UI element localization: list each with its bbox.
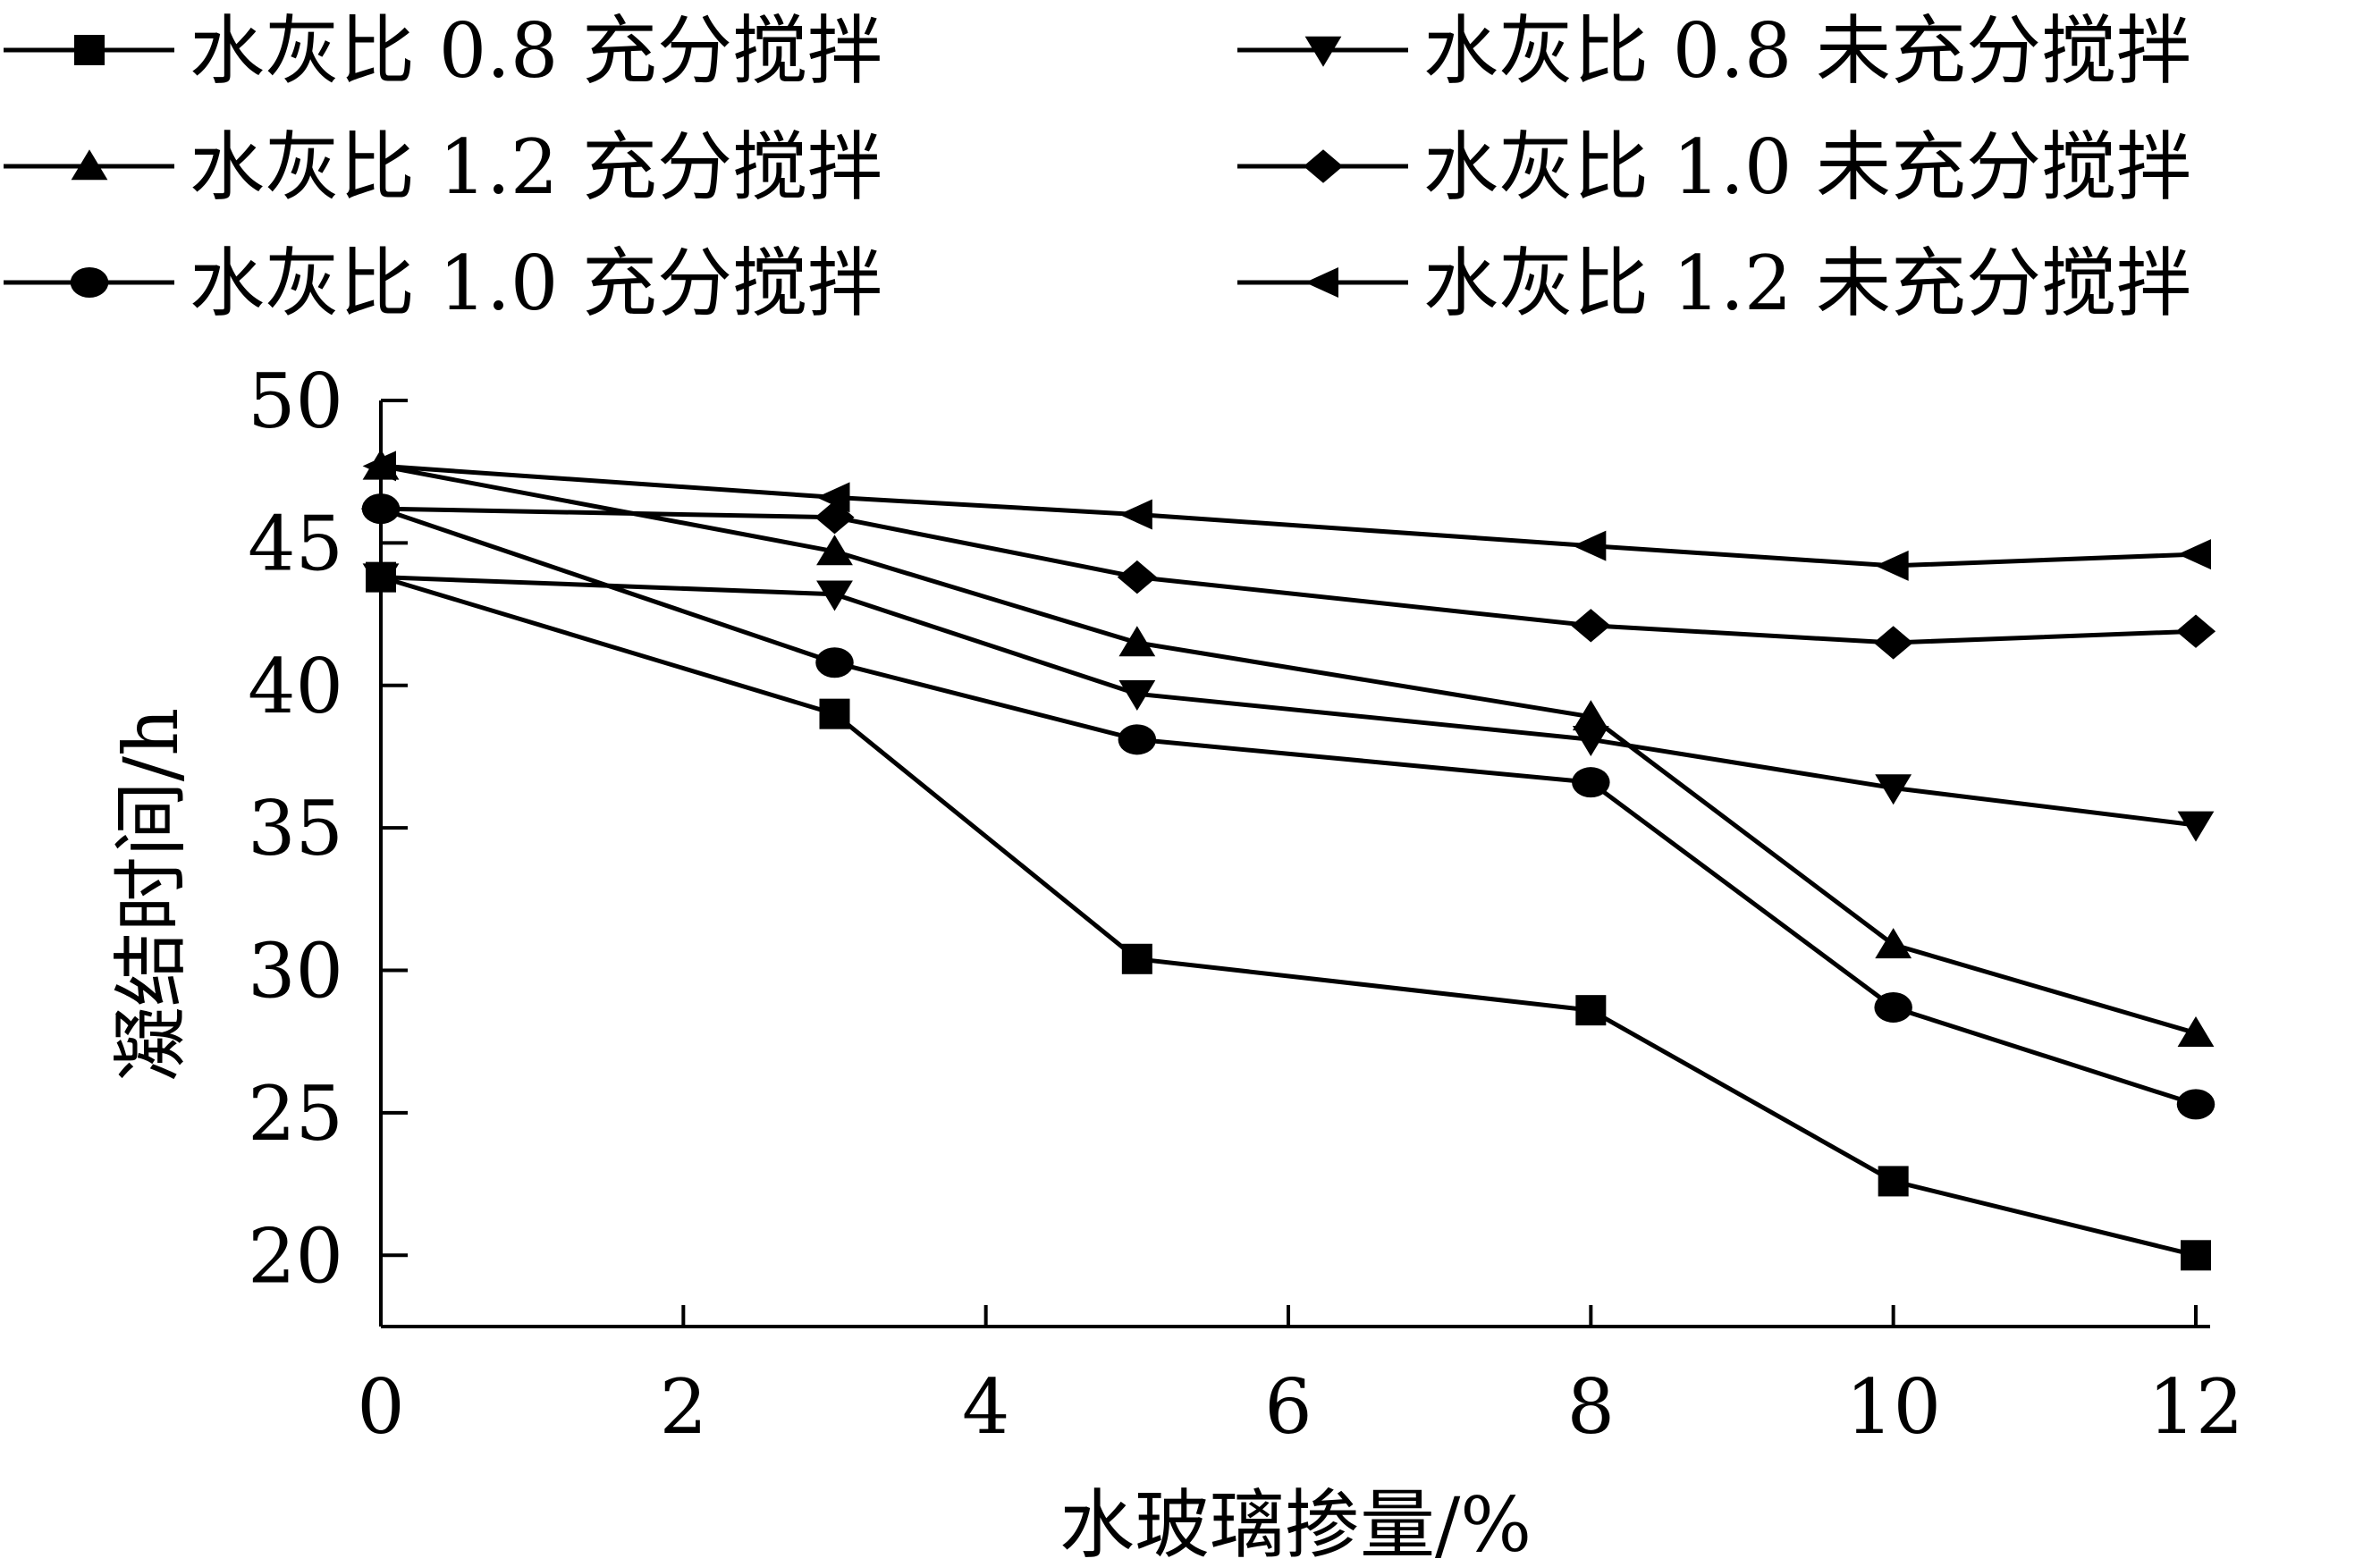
x-tick-label: 10 (1845, 1363, 1941, 1451)
data-point (1571, 609, 1611, 643)
legend-item-1: 水灰比 0.8 充分搅拌 (4, 7, 882, 95)
data-point (360, 492, 401, 526)
data-point (1572, 767, 1610, 798)
data-point (1118, 626, 1156, 657)
data-point (1572, 700, 1609, 731)
legend-label: 水灰比 1.0 充分搅拌 (190, 240, 882, 327)
data-point (362, 563, 400, 594)
legend-label: 水灰比 0.8 未充分搅拌 (1423, 7, 2191, 95)
legend-item-5: 水灰比 1.0 未充分搅拌 (1237, 123, 2191, 211)
legend-label: 水灰比 1.0 未充分搅拌 (1423, 123, 2191, 211)
x-tick-label: 2 (660, 1363, 707, 1451)
legend-swatch-marker (1303, 149, 1344, 183)
data-point (1118, 724, 1157, 755)
data-point (2177, 1015, 2215, 1047)
data-point (1873, 626, 1913, 660)
x-tick-label: 8 (1567, 1363, 1615, 1451)
data-point (814, 500, 855, 535)
data-point (1575, 995, 1607, 1026)
data-point (1572, 530, 1607, 561)
y-tick-label: 25 (248, 1070, 343, 1158)
data-point (2177, 811, 2215, 842)
data-point (1121, 943, 1152, 974)
x-axis-title: 水玻璃掺量/% (1059, 1481, 1532, 1563)
data-point (816, 482, 850, 513)
data-point (819, 698, 850, 729)
y-tick-label: 20 (248, 1212, 343, 1300)
series-4 (362, 563, 2215, 842)
x-tick-label: 4 (962, 1363, 1009, 1451)
series-line (380, 575, 2197, 828)
data-point (2175, 614, 2216, 648)
legend-item-6: 水灰比 1.2 未充分搅拌 (1237, 240, 2191, 327)
legend-swatch-marker (71, 149, 108, 181)
legend-swatch-marker (74, 35, 105, 65)
series-line (380, 463, 2197, 569)
data-point (1875, 928, 1912, 959)
data-point (1118, 499, 1152, 530)
x-tick-label: 6 (1264, 1363, 1312, 1451)
data-point (1875, 550, 1909, 581)
data-point (1572, 726, 1609, 757)
series-5 (360, 492, 2216, 660)
y-tick-label: 30 (248, 928, 343, 1015)
data-point (816, 580, 853, 611)
legend-swatch-marker (70, 267, 109, 298)
data-point (2181, 1240, 2211, 1271)
series-line (380, 575, 2197, 1258)
data-point (816, 535, 853, 566)
data-point (815, 647, 854, 678)
legend-item-3: 水灰比 1.0 充分搅拌 (4, 240, 882, 327)
series-2 (362, 449, 2215, 1047)
data-point (1117, 560, 1157, 594)
axis-ticks: 20 25 30 35 40 45 50 0 2 4 6 8 10 12 (248, 358, 2243, 1451)
data-point (362, 451, 396, 482)
data-series (360, 449, 2216, 1271)
data-point (1875, 774, 1912, 805)
series-line (380, 463, 2197, 1036)
x-tick-label: 12 (2148, 1363, 2244, 1451)
y-tick-label: 35 (248, 785, 343, 872)
y-tick-label: 45 (248, 500, 343, 587)
data-point (2177, 539, 2211, 570)
x-tick-label: 0 (357, 1363, 404, 1451)
legend-item-4: 水灰比 0.8 未充分搅拌 (1237, 7, 2191, 95)
y-tick-label: 50 (248, 358, 343, 445)
legend-swatch-marker (1304, 267, 1338, 298)
y-axis-title: 凝结时间/h (107, 708, 195, 1082)
series-line (380, 506, 2197, 1107)
data-point (1118, 680, 1156, 712)
series-6 (362, 451, 2211, 581)
axes (379, 400, 2210, 1328)
legend-label: 水灰比 1.2 未充分搅拌 (1423, 240, 2191, 327)
legend-item-2: 水灰比 1.2 充分搅拌 (4, 123, 882, 211)
data-point (1878, 1166, 1909, 1197)
series-line (380, 506, 2197, 645)
data-point (2176, 1089, 2215, 1120)
legend-swatch-marker (1304, 36, 1342, 67)
data-point (1874, 991, 1912, 1023)
legend-label: 水灰比 1.2 充分搅拌 (190, 123, 882, 211)
y-tick-label: 40 (248, 643, 343, 730)
legend-label: 水灰比 0.8 充分搅拌 (190, 7, 882, 95)
